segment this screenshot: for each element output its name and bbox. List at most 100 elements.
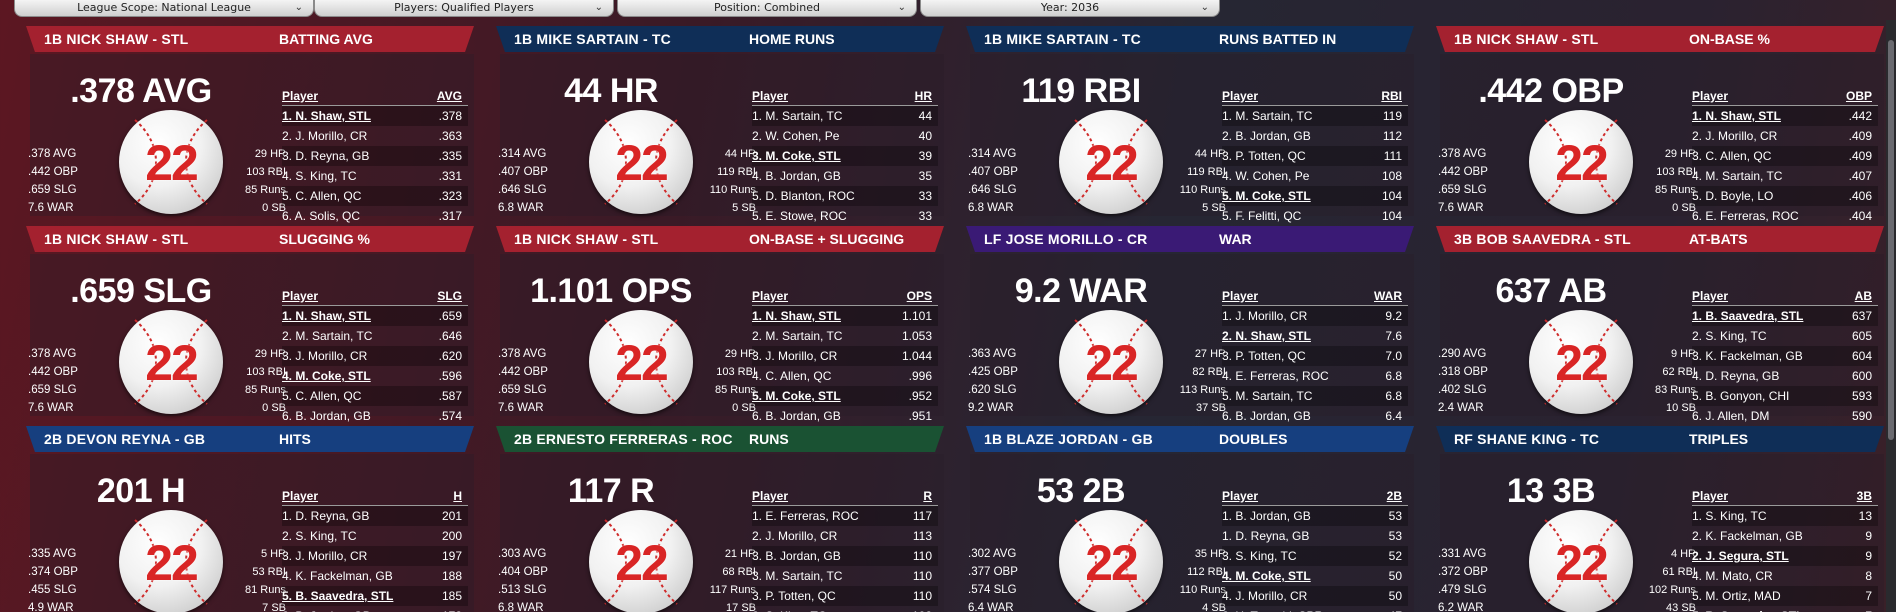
player-name[interactable]: 4. M. Coke, STL xyxy=(282,369,371,383)
leader-card[interactable]: 1B MIKE SARTAIN - TC RUNS BATTED IN 119 RB… xyxy=(966,26,1414,223)
player-name[interactable]: 5. D. Blanton, ROC xyxy=(752,189,855,203)
player-name[interactable]: 6. B. Jordan, GB xyxy=(752,409,841,423)
player-name[interactable]: 3. B. Jordan, GB xyxy=(752,549,841,563)
table-row[interactable]: 6. B. Jordan, GB .574 xyxy=(282,406,468,426)
leader-name[interactable]: 1B NICK SHAW - STL xyxy=(44,231,189,247)
table-row[interactable]: 2. B. Jordan, GB 112 xyxy=(1222,126,1408,146)
player-name[interactable]: 3. J. Morillo, CR xyxy=(282,349,368,363)
table-row[interactable]: 1. M. Sartain, TC 119 xyxy=(1222,106,1408,126)
column-header-player[interactable]: Player xyxy=(282,489,319,503)
table-row[interactable]: 6. B. Jordan, GB 6.4 xyxy=(1222,406,1408,426)
vertical-scrollbar[interactable] xyxy=(1886,20,1896,612)
table-row[interactable]: 2. J. Morillo, CR .409 xyxy=(1692,126,1878,146)
column-header-player[interactable]: Player xyxy=(1692,489,1729,503)
player-name[interactable]: 5. M. Coke, STL xyxy=(752,389,841,403)
table-row[interactable]: 2. S. King, TC 605 xyxy=(1692,326,1878,346)
leader-card[interactable]: 3B BOB SAAVEDRA - STL AT-BATS 637 AB 22 .290… xyxy=(1436,226,1884,423)
player-name[interactable]: 4. M. Sartain, TC xyxy=(1692,169,1783,183)
leader-card[interactable]: 1B BLAZE JORDAN - GB DOUBLES 53 2B 22 .302 A… xyxy=(966,426,1414,612)
column-header-stat[interactable]: SLG xyxy=(437,289,462,303)
player-name[interactable]: 6. H. Taguchi, SPR xyxy=(1222,609,1323,612)
player-name[interactable]: 2. J. Segura, STL xyxy=(1692,549,1789,563)
player-name[interactable]: 1. D. Reyna, GB xyxy=(1222,529,1310,543)
table-row[interactable]: 1. B. Jordan, GB 53 xyxy=(1222,506,1408,526)
table-row[interactable]: 4. M. Mato, CR 8 xyxy=(1692,566,1878,586)
player-name[interactable]: 5. B. Saavedra, STL xyxy=(282,589,394,603)
player-name[interactable]: 5. D. Boyle, LO xyxy=(1692,189,1774,203)
table-row[interactable]: 3. P. Totten, QC 111 xyxy=(1222,146,1408,166)
table-row[interactable]: 4. J. Morillo, CR 50 xyxy=(1222,586,1408,606)
scrollbar-thumb[interactable] xyxy=(1888,40,1894,440)
player-name[interactable]: 2. W. Cohen, Pe xyxy=(752,129,840,143)
player-name[interactable]: 6. A. Solis, QC xyxy=(282,209,361,223)
table-row[interactable]: 2. M. Sartain, TC .646 xyxy=(282,326,468,346)
table-row[interactable]: 1. N. Shaw, STL .659 xyxy=(282,306,468,326)
column-header-player[interactable]: Player xyxy=(1222,89,1259,103)
player-name[interactable]: 6. J. Allen, DM xyxy=(1692,409,1770,423)
player-name[interactable]: 3. C. Allen, QC xyxy=(1692,149,1772,163)
table-row[interactable]: 3. C. Allen, QC .409 xyxy=(1692,146,1878,166)
player-name[interactable]: 4. M. Coke, STL xyxy=(1222,569,1311,583)
table-row[interactable]: 3. J. Morillo, CR 197 xyxy=(282,546,468,566)
column-header-stat[interactable]: 2B xyxy=(1386,489,1402,503)
table-row[interactable]: 4. C. Allen, QC .996 xyxy=(752,366,938,386)
player-name[interactable]: 1. M. Sartain, TC xyxy=(752,109,843,123)
column-header-stat[interactable]: HR xyxy=(914,89,932,103)
table-row[interactable]: 6. B. Jordan, GB .951 xyxy=(752,406,938,426)
player-name[interactable]: 1. N. Shaw, STL xyxy=(1692,109,1781,123)
column-header-player[interactable]: Player xyxy=(1222,489,1259,503)
leader-name[interactable]: 2B ERNESTO FERRERAS - ROC xyxy=(514,431,733,447)
table-row[interactable]: 4. M. Coke, STL 50 xyxy=(1222,566,1408,586)
table-row[interactable]: 3. M. Coke, STL 39 xyxy=(752,146,938,166)
column-header-stat[interactable]: OPS xyxy=(906,289,932,303)
table-row[interactable]: 6. J. Allen, DM 590 xyxy=(1692,406,1878,426)
table-row[interactable]: 4. K. Fackelman, GB 188 xyxy=(282,566,468,586)
player-name[interactable]: 2. J. Morillo, CR xyxy=(1692,129,1778,143)
column-header-player[interactable]: Player xyxy=(1692,289,1729,303)
player-name[interactable]: 1. E. Ferreras, ROC xyxy=(752,509,859,523)
player-name[interactable]: 3. M. Sartain, TC xyxy=(752,569,843,583)
table-row[interactable]: 3. P. Totten, QC 7.0 xyxy=(1222,346,1408,366)
column-header-stat[interactable]: WAR xyxy=(1374,289,1402,303)
column-header-stat[interactable]: AVG xyxy=(436,89,462,103)
player-name[interactable]: 6. S. King, TC xyxy=(752,609,826,612)
table-row[interactable]: 6. E. Ferreras, ROC .404 xyxy=(1692,206,1878,226)
player-name[interactable]: 2. K. Fackelman, GB xyxy=(1692,529,1803,543)
player-name[interactable]: 3. P. Totten, QC xyxy=(1222,149,1306,163)
table-row[interactable]: 1. S. King, TC 13 xyxy=(1692,506,1878,526)
table-row[interactable]: 5. D. Blanton, ROC 33 xyxy=(752,186,938,206)
table-row[interactable]: 2. W. Cohen, Pe 40 xyxy=(752,126,938,146)
column-header-stat[interactable]: AB xyxy=(1854,289,1872,303)
player-name[interactable]: 1. B. Saavedra, STL xyxy=(1692,309,1804,323)
table-row[interactable]: 5. M. Coke, STL 104 xyxy=(1222,186,1408,206)
table-row[interactable]: 2. N. Shaw, STL 7.6 xyxy=(1222,326,1408,346)
player-name[interactable]: 4. K. Fackelman, GB xyxy=(282,569,393,583)
table-row[interactable]: 4. W. Cohen, Pe 108 xyxy=(1222,166,1408,186)
column-header-player[interactable]: Player xyxy=(752,489,789,503)
player-name[interactable]: 3. P. Totten, QC xyxy=(752,589,836,603)
table-row[interactable]: 2. J. Morillo, CR 113 xyxy=(752,526,938,546)
player-name[interactable]: 2. M. Sartain, TC xyxy=(752,329,843,343)
leader-name[interactable]: 1B NICK SHAW - STL xyxy=(514,231,659,247)
player-name[interactable]: 4. B. Jordan, GB xyxy=(752,169,841,183)
table-row[interactable]: 3. D. Reyna, GB .335 xyxy=(282,146,468,166)
table-row[interactable]: 4. B. Jordan, GB 35 xyxy=(752,166,938,186)
player-name[interactable]: 6. B. Jordan, GB xyxy=(282,609,371,612)
table-row[interactable]: 3. K. Fackelman, GB 604 xyxy=(1692,346,1878,366)
player-name[interactable]: 2. N. Shaw, STL xyxy=(1222,329,1311,343)
position-dropdown[interactable]: Position: Combined ⌄ xyxy=(617,0,917,17)
player-name[interactable]: 4. J. Morillo, CR xyxy=(1222,589,1308,603)
table-row[interactable]: 4. M. Sartain, TC .407 xyxy=(1692,166,1878,186)
column-header-player[interactable]: Player xyxy=(1222,289,1259,303)
leader-card[interactable]: 1B NICK SHAW - STL ON-BASE % .442 OBP 22 .37… xyxy=(1436,26,1884,223)
player-name[interactable]: 1. N. Shaw, STL xyxy=(752,309,841,323)
player-name[interactable]: 5. C. Allen, QC xyxy=(282,389,362,403)
player-name[interactable]: 3. P. Totten, QC xyxy=(1222,349,1306,363)
player-name[interactable]: 4. E. Ferreras, ROC xyxy=(1222,369,1329,383)
table-row[interactable]: 2. K. Fackelman, GB 9 xyxy=(1692,526,1878,546)
column-header-player[interactable]: Player xyxy=(1692,89,1729,103)
leader-name[interactable]: LF JOSE MORILLO - CR xyxy=(984,231,1148,247)
table-row[interactable]: 5. E. Stowe, ROC 33 xyxy=(752,206,938,226)
player-name[interactable]: 1. M. Sartain, TC xyxy=(1222,109,1313,123)
table-row[interactable]: 2. S. King, TC 200 xyxy=(282,526,468,546)
